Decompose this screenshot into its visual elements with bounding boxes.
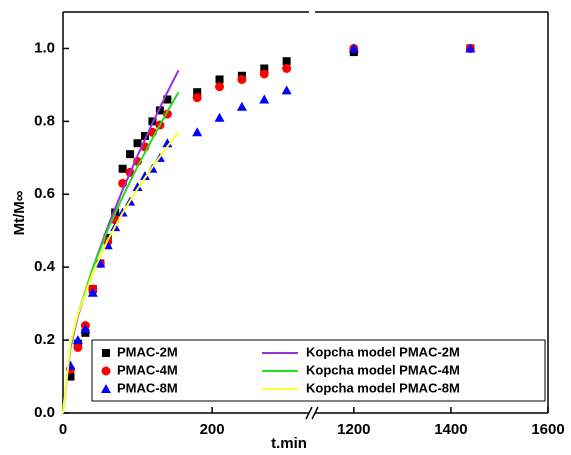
legend-label: Kopcha model PMAC-4M bbox=[306, 362, 460, 377]
y-tick-label: 1.0 bbox=[34, 39, 55, 56]
axis-break bbox=[305, 406, 313, 420]
marker bbox=[141, 131, 149, 140]
legend-label: Kopcha model PMAC-2M bbox=[306, 344, 460, 359]
marker bbox=[465, 43, 476, 53]
marker bbox=[163, 95, 172, 104]
axis-break bbox=[311, 406, 319, 420]
marker bbox=[140, 171, 150, 181]
marker bbox=[118, 164, 127, 173]
marker bbox=[215, 82, 225, 92]
y-tick-label: 0.2 bbox=[34, 331, 55, 348]
legend-marker bbox=[102, 349, 110, 357]
marker bbox=[236, 101, 247, 111]
marker bbox=[73, 342, 83, 352]
legend-label: PMAC-4M bbox=[117, 362, 178, 377]
marker bbox=[281, 85, 292, 95]
marker bbox=[282, 57, 291, 66]
legend-marker bbox=[101, 384, 111, 393]
x-tick-label: 1400 bbox=[434, 421, 467, 438]
legend-label: PMAC-2M bbox=[117, 344, 178, 359]
marker bbox=[132, 181, 143, 191]
marker bbox=[214, 112, 225, 122]
marker bbox=[87, 287, 98, 297]
marker bbox=[282, 64, 292, 74]
marker bbox=[259, 69, 269, 79]
marker bbox=[126, 150, 135, 159]
model-line bbox=[62, 131, 180, 414]
marker bbox=[215, 75, 224, 84]
marker bbox=[95, 258, 106, 268]
x-tick-label: 0 bbox=[59, 421, 67, 438]
marker bbox=[192, 93, 202, 103]
x-tick-label: 1600 bbox=[531, 421, 564, 438]
marker bbox=[133, 139, 142, 148]
x-axis-label: t.min bbox=[271, 435, 307, 452]
marker bbox=[72, 335, 83, 345]
legend-label: Kopcha model PMAC-8M bbox=[306, 380, 460, 395]
marker bbox=[348, 43, 359, 53]
marker bbox=[192, 127, 203, 137]
marker bbox=[193, 88, 202, 97]
marker bbox=[237, 74, 247, 84]
x-tick-label: 200 bbox=[200, 421, 225, 438]
y-tick-label: 0.4 bbox=[34, 258, 56, 275]
marker bbox=[80, 324, 91, 334]
y-tick-label: 0.6 bbox=[34, 185, 55, 202]
legend-label: PMAC-8M bbox=[117, 380, 178, 395]
y-tick-label: 0.0 bbox=[34, 404, 55, 421]
marker bbox=[155, 106, 164, 115]
x-tick-label: 1200 bbox=[337, 421, 370, 438]
marker bbox=[260, 64, 269, 73]
legend-box bbox=[91, 339, 546, 402]
marker bbox=[259, 94, 270, 104]
marker bbox=[66, 372, 75, 381]
legend-marker bbox=[101, 366, 111, 376]
marker bbox=[162, 138, 173, 148]
y-axis-label: Mt/M∞ bbox=[11, 190, 28, 235]
y-tick-label: 0.8 bbox=[34, 112, 55, 129]
